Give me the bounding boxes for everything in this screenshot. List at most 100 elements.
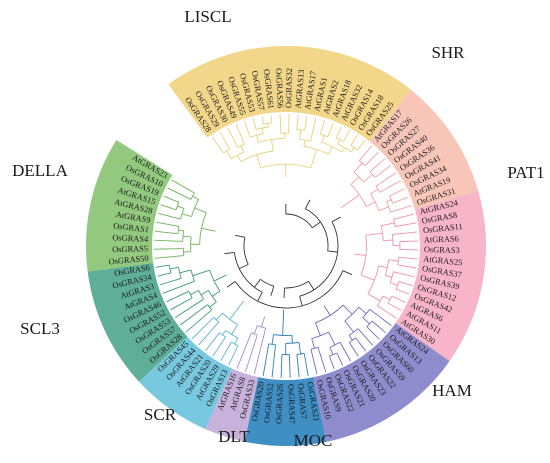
- branch-segment: [154, 239, 183, 242]
- clade-band-della: [86, 140, 173, 272]
- branch-segment: [328, 331, 336, 346]
- branch-segment: [245, 334, 258, 372]
- branch-segment: [303, 353, 309, 377]
- branch-segment: [363, 174, 373, 183]
- branch-arc: [350, 144, 358, 151]
- leaf-label: OsGRAS61: [262, 69, 275, 110]
- branch-segment: [397, 264, 417, 269]
- branch-segment: [157, 272, 171, 277]
- branch-arc: [360, 235, 367, 276]
- branch-arc: [303, 145, 329, 155]
- branch-segment: [395, 222, 417, 228]
- branch-arc: [329, 341, 341, 348]
- branch-segment: [353, 162, 363, 173]
- backbone-segment: [304, 199, 311, 209]
- branch-segment: [355, 337, 367, 352]
- branch-segment: [396, 288, 410, 295]
- branch-segment: [154, 255, 184, 259]
- leaf-label: OsGRAS1: [113, 221, 150, 234]
- branch-segment: [213, 274, 227, 282]
- branch-segment: [279, 114, 282, 134]
- leaf-label: OsGRAS52: [262, 383, 275, 424]
- leaf-label: OsGRAS3: [424, 245, 460, 255]
- clade-label-della: DELLA: [12, 161, 68, 180]
- branch-segment: [185, 309, 213, 333]
- branch-segment: [296, 354, 300, 378]
- branch-segment: [374, 165, 391, 178]
- branch-segment: [358, 306, 367, 314]
- branch-segment: [211, 290, 221, 297]
- branch-segment: [366, 326, 380, 340]
- branch-segment: [236, 332, 252, 369]
- branch-segment: [237, 155, 242, 162]
- leaf-label: OsGRAS7: [296, 383, 309, 420]
- branch-segment: [288, 354, 291, 378]
- backbone-arc: [299, 221, 339, 297]
- branch-segment: [159, 277, 182, 286]
- branch-segment: [390, 282, 398, 286]
- branch-segment: [212, 336, 226, 357]
- branch-segment: [323, 305, 331, 316]
- branch-segment: [390, 204, 412, 213]
- branch-segment: [393, 271, 415, 278]
- branch-segment: [201, 227, 216, 232]
- branch-arc: [391, 234, 394, 246]
- branch-segment: [282, 309, 285, 336]
- branch-arc: [296, 353, 305, 355]
- branch-arc: [362, 309, 371, 318]
- branch-segment: [386, 199, 392, 203]
- branch-segment: [385, 274, 393, 278]
- branch-segment: [328, 356, 335, 370]
- tree-branches: [154, 114, 418, 378]
- branch-segment: [228, 345, 239, 366]
- branch-segment: [291, 335, 293, 344]
- branch-segment: [387, 302, 402, 311]
- branch-segment: [370, 188, 379, 195]
- clade-band-liscl: [168, 46, 411, 142]
- leaf-labels: OsGRAS28OsGRAS29OsGRAS30OsGRAS49OsGRAS55…: [108, 68, 463, 424]
- clade-band-moc: [244, 377, 327, 446]
- branch-arc: [273, 334, 292, 336]
- branch-segment: [299, 129, 302, 140]
- branch-segment: [271, 334, 274, 345]
- branch-segment: [398, 281, 413, 287]
- branch-segment: [398, 256, 418, 260]
- branch-segment: [336, 352, 343, 366]
- backbone-arc: [285, 213, 313, 228]
- branch-segment: [227, 127, 238, 148]
- branch-arc: [395, 281, 400, 290]
- branch-segment: [178, 229, 184, 232]
- clade-label-shr: SHR: [431, 43, 465, 62]
- branch-segment: [220, 341, 232, 361]
- branch-arc: [359, 160, 366, 167]
- branch-arc: [222, 312, 238, 326]
- branch-arc: [367, 265, 380, 294]
- branch-segment: [194, 207, 207, 214]
- branch-segment: [192, 269, 210, 277]
- branch-segment: [337, 139, 341, 145]
- branch-arc: [384, 259, 390, 276]
- branch-arc: [191, 199, 200, 217]
- branch-segment: [190, 290, 199, 296]
- branch-arc: [257, 325, 266, 329]
- branch-segment: [160, 204, 177, 211]
- branch-segment: [367, 293, 381, 302]
- leaf-label: OsGRAS56: [274, 68, 285, 108]
- branch-arc: [353, 171, 364, 183]
- clade-band-ham: [313, 323, 450, 442]
- backbone-segment: [308, 281, 315, 291]
- backbone-segment: [257, 292, 263, 302]
- branch-arc: [180, 208, 185, 220]
- branch-segment: [256, 154, 262, 169]
- branch-segment: [174, 298, 204, 318]
- branch-segment: [198, 321, 220, 346]
- leaf-label: OsGRAS4: [112, 233, 149, 244]
- branch-arc: [370, 193, 380, 211]
- branch-arc: [311, 331, 329, 339]
- branch-segment: [253, 328, 267, 375]
- branch-arc: [393, 219, 396, 227]
- branch-segment: [280, 354, 283, 378]
- leaf-label: OsGRAS47: [286, 384, 296, 424]
- branch-segment: [357, 139, 366, 151]
- branch-segment: [381, 222, 395, 227]
